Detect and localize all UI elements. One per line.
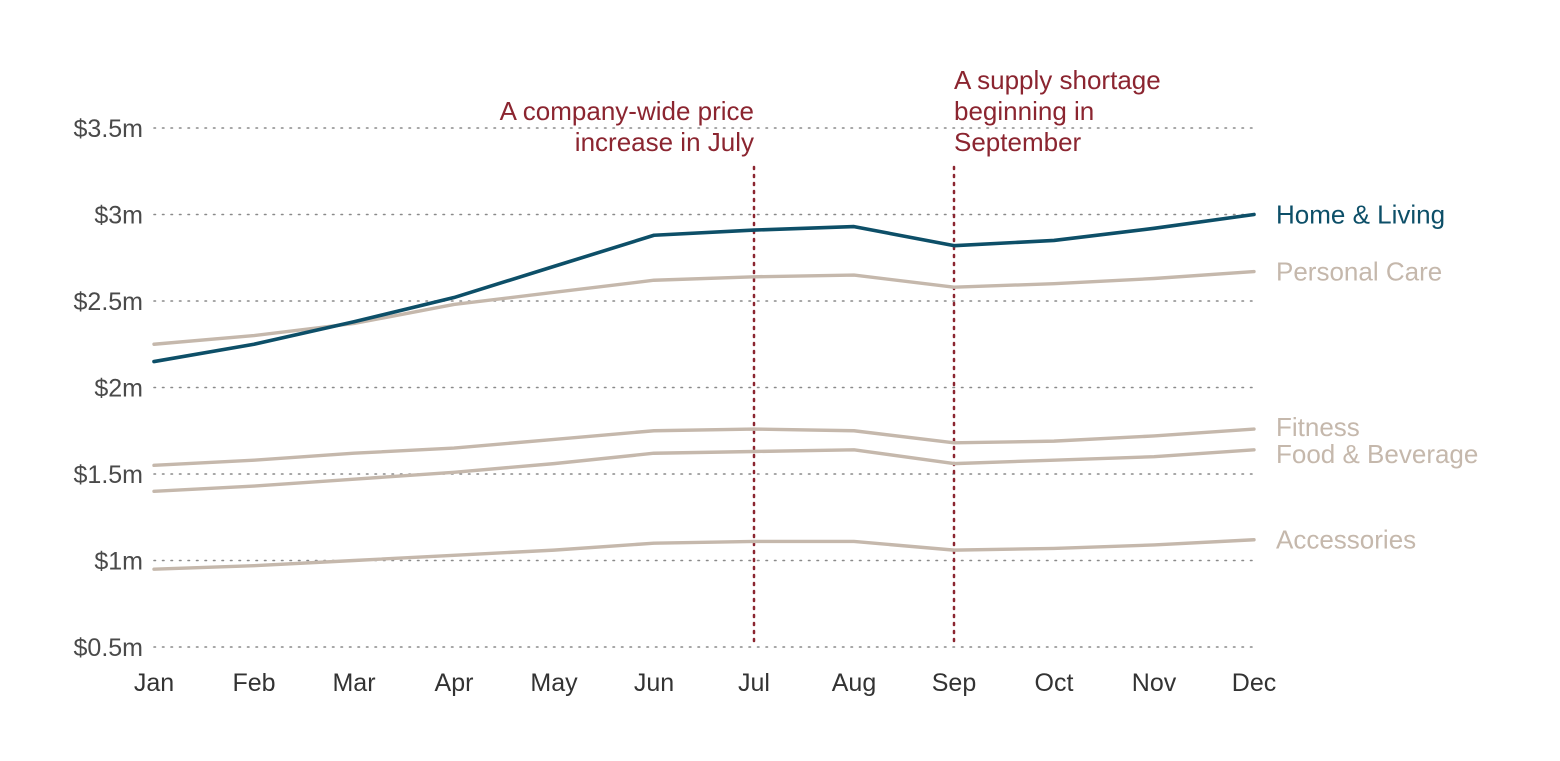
- series-line-personal-care: [152, 269, 1256, 346]
- annotation-text-line: September: [954, 127, 1082, 157]
- x-tick-label: Jul: [738, 669, 770, 697]
- series-lines: [152, 212, 1256, 571]
- series-label-personal-care: Personal Care: [1276, 257, 1442, 287]
- annotation-text-line: increase in July: [575, 127, 754, 157]
- y-axis: $0.5m $1m $1.5m $2m $2.5m $3m $3.5m: [74, 115, 143, 662]
- series-line-fitness: [152, 427, 1256, 468]
- y-tick-label: $2m: [94, 375, 143, 403]
- annotation-text-line: beginning in: [954, 96, 1094, 126]
- series-line-home-and-living: [152, 212, 1256, 364]
- x-tick-label: Mar: [332, 669, 375, 697]
- series-line-accessories: [152, 538, 1256, 571]
- x-tick-label: Feb: [232, 669, 275, 697]
- x-tick-label: Nov: [1132, 669, 1177, 697]
- series-label-home-and-living: Home & Living: [1276, 200, 1445, 230]
- gridlines: [153, 127, 1255, 648]
- x-tick-label: Aug: [832, 669, 876, 697]
- y-tick-label: $3m: [94, 202, 143, 230]
- series-label-accessories: Accessories: [1276, 525, 1416, 555]
- y-tick-label: $2.5m: [74, 288, 143, 316]
- y-tick-label: $1m: [94, 548, 143, 576]
- x-tick-label: Dec: [1232, 669, 1276, 697]
- series-line-food-and-beverage: [152, 448, 1256, 493]
- series-label-food-and-beverage: Food & Beverage: [1276, 439, 1478, 469]
- x-tick-label: Jan: [134, 669, 174, 697]
- y-tick-label: $0.5m: [74, 634, 143, 662]
- y-tick-label: $1.5m: [74, 461, 143, 489]
- annotation-text-line: A supply shortage: [954, 65, 1161, 95]
- x-axis: Jan Feb Mar Apr May Jun Jul Aug Sep Oct Nov Dec: [134, 669, 1276, 697]
- y-tick-label: $3.5m: [74, 115, 143, 143]
- x-tick-label: Oct: [1035, 669, 1074, 697]
- x-tick-label: Sep: [932, 669, 976, 697]
- x-tick-label: Jun: [634, 669, 674, 697]
- x-tick-label: Apr: [435, 669, 474, 697]
- annotation-text-line: A company-wide price: [500, 96, 754, 126]
- x-tick-label: May: [530, 669, 578, 697]
- series-label-fitness: Fitness: [1276, 412, 1360, 442]
